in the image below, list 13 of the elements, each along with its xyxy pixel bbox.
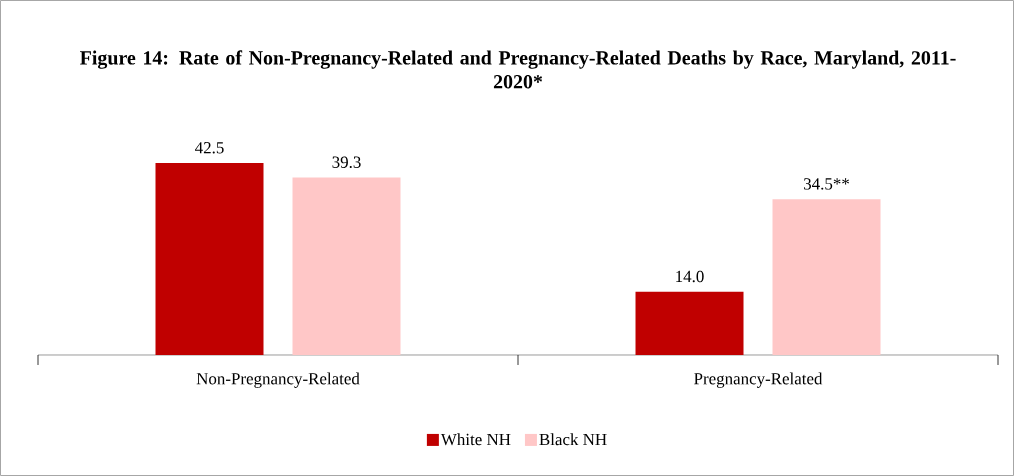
data-label: 34.5** xyxy=(804,178,849,190)
data-label: 42.5 xyxy=(195,142,224,154)
data-label: 14.0 xyxy=(676,270,704,283)
legend-label: White NH xyxy=(440,433,511,446)
data-label: 39.3 xyxy=(332,156,361,168)
bar xyxy=(635,291,744,355)
bar xyxy=(292,177,401,355)
bar xyxy=(155,163,264,355)
x-tick-label: Pregnancy-Related xyxy=(694,372,823,388)
bar xyxy=(772,199,881,355)
legend-label: Black NH xyxy=(539,433,607,446)
x-tick-label: Non-Pregnancy-Related xyxy=(196,372,360,388)
chart-title: Figure 14: Rate of Non-Pregnancy-Related and Pregnancy-Related Deaths by Race, Maryland, 2011-2020* xyxy=(80,50,956,89)
